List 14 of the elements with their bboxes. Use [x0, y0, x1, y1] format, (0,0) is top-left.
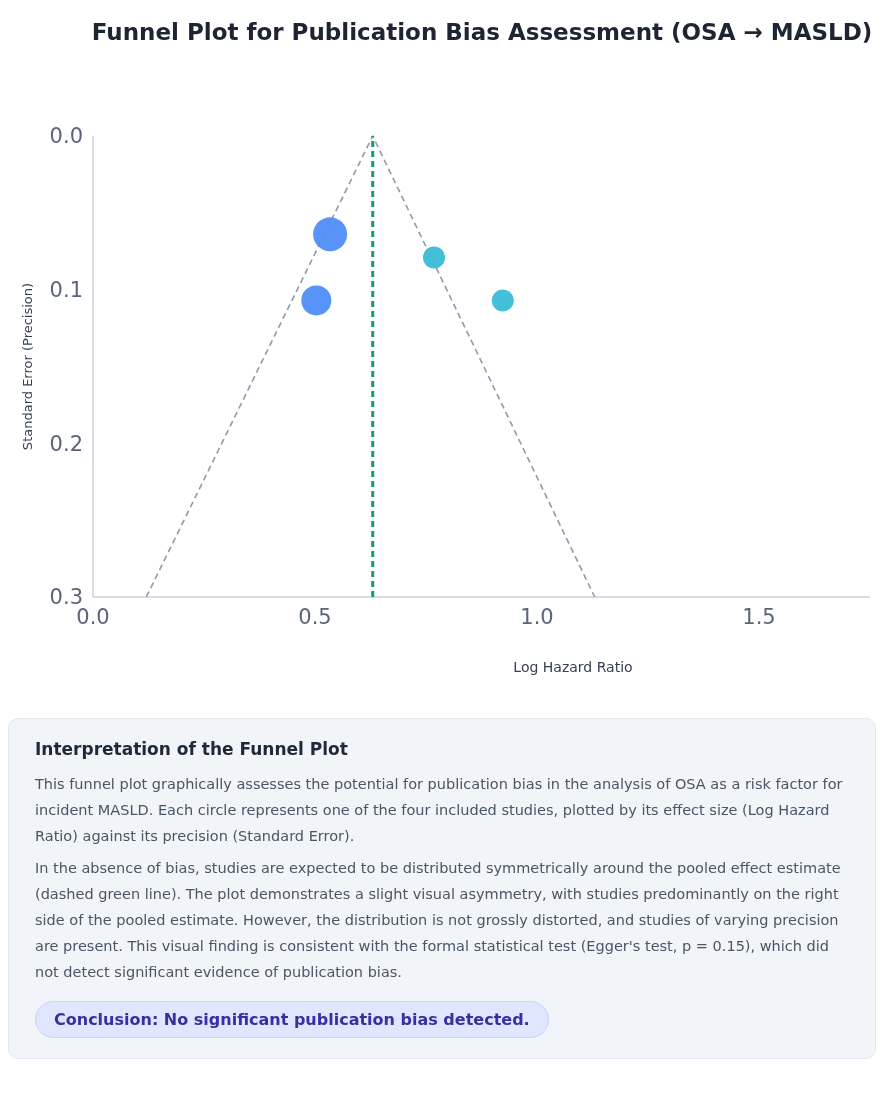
text: This funnel plot graphically assesses the potential for publication bias in the analysis of OSA as a risk factor for incident MASLD. Each circle represents one of the four included studies, plotted by its effect size (Log Hazard Ratio) against its precision (Standard Error).	[35, 775, 844, 846]
y-tick-label: 0.0	[49, 124, 83, 149]
x-axis-title: Log Hazard Ratio	[513, 659, 633, 675]
x-tick-label: 1.5	[742, 605, 776, 629]
text: Interpretation of the Funnel Plot	[35, 739, 349, 759]
y-tick-label: 0.2	[49, 431, 83, 456]
x-tick-label: 0.0	[76, 605, 110, 629]
y-tick-label: 0.1	[49, 278, 83, 303]
text: Conclusion: No significant publication bias detected.	[35, 1001, 549, 1038]
y-axis-title: Standard Error (Precision)	[20, 282, 35, 451]
chart-title: Funnel Plot for Publication Bias Assessment (OSA → MASLD)	[91, 19, 873, 45]
text: In the absence of bias, studies are expected to be distributed symmetrically around the pooled effect estimate (dashed green line). The plot demonstrates a slight visual asymmetry, with studies predominantly on the right side of the pooled estimate. However, the distribution is not grossly distorted, and studies of varying precision are present. This visual finding is consistent with the formal statistical test (Egger's test, p = 0.15), which did not detect significant evidence of publication bias.	[35, 859, 842, 982]
x-tick-label: 0.5	[298, 605, 332, 629]
x-tick-label: 1.0	[520, 605, 554, 629]
